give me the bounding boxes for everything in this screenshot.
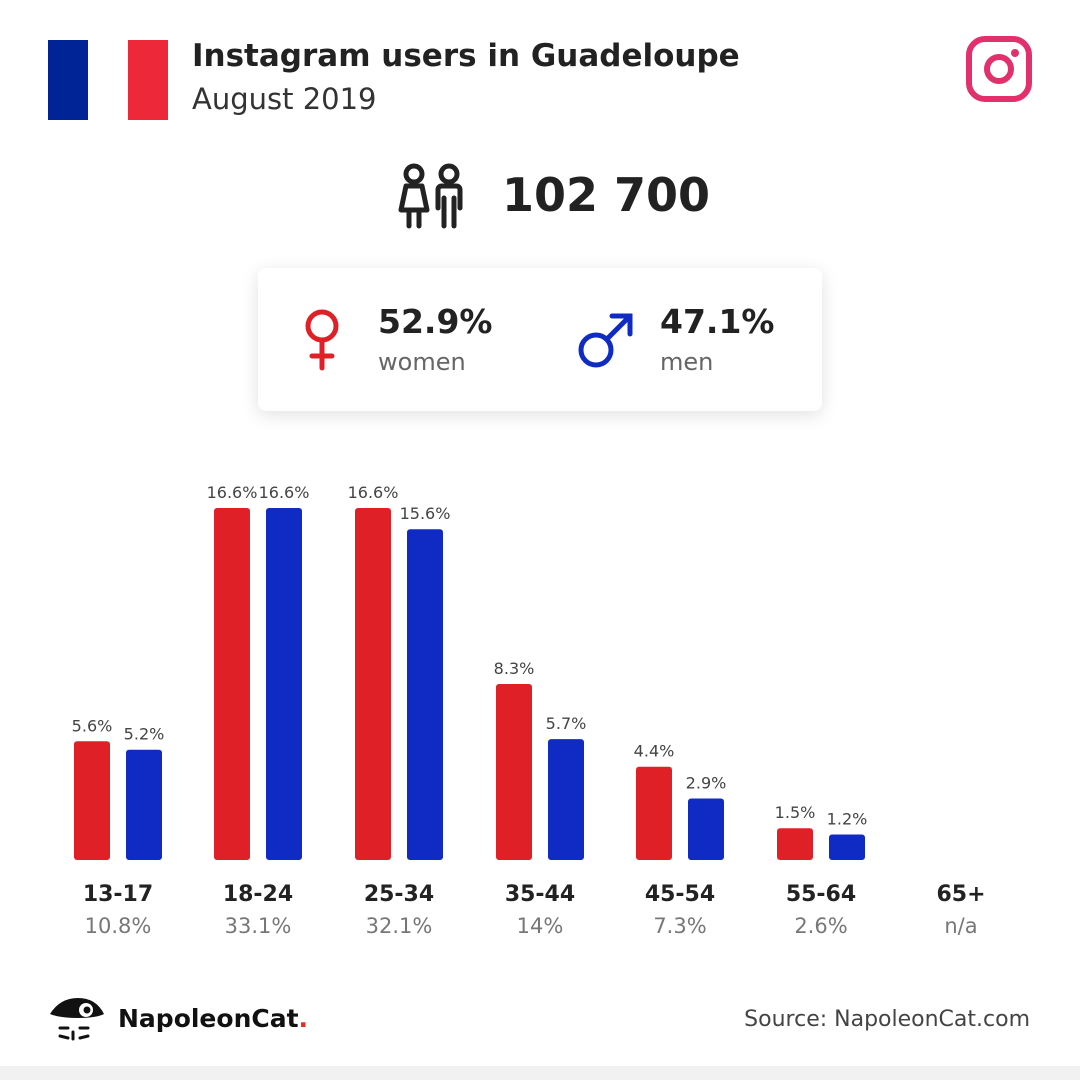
data-label-women-45-54: 4.4% [634,742,675,761]
total-users: 102 700 [0,160,1080,232]
data-label-women-35-44: 8.3% [494,659,535,678]
category-total-18-24: 33.1% [225,914,292,938]
bar-women-45-54 [636,766,672,860]
data-label-men-55-64: 1.2% [827,810,868,829]
flag-red-stripe [128,40,168,120]
data-label-men-45-54: 2.9% [686,774,727,793]
bar-women-18-24 [214,508,250,860]
bar-men-55-64 [829,834,865,860]
napoleoncat-logo-icon [50,998,104,1041]
bar-women-13-17 [74,741,110,860]
women-percentage: 52.9% [378,302,493,341]
instagram-icon [966,36,1032,102]
data-label-women-18-24: 16.6% [207,483,258,502]
data-label-men-25-34: 15.6% [400,504,451,523]
men-percentage: 47.1% [660,302,775,341]
bar-men-35-44 [548,739,584,860]
category-total-65+: n/a [944,914,977,938]
users-icon [398,163,463,229]
category-total-35-44: 14% [517,914,564,938]
bottom-strip [0,1066,1080,1080]
category-label-35-44: 35-44 [505,882,575,907]
women-label: women [378,348,466,376]
category-total-25-34: 32.1% [366,914,433,938]
category-label-18-24: 18-24 [223,882,293,907]
brand-text: NapoleonCat [118,1004,299,1033]
gender-card: 52.9% women 47.1% men [258,268,822,411]
category-label-55-64: 55-64 [786,882,856,907]
flag-blue-stripe [48,40,88,120]
bar-men-25-34 [407,529,443,860]
bar-women-35-44 [496,684,532,860]
data-label-men-13-17: 5.2% [124,725,165,744]
source-text: Source: NapoleonCat.com [744,1007,1030,1032]
data-label-women-55-64: 1.5% [775,803,816,822]
category-label-45-54: 45-54 [645,882,715,907]
men-label: men [660,348,714,376]
category-label-65+: 65+ [936,882,985,907]
category-label-25-34: 25-34 [364,882,434,907]
page-title: Instagram users in Guadeloupe [192,38,740,74]
bar-men-45-54 [688,798,724,860]
female-icon [305,309,339,371]
brand-dot: . [298,1004,309,1033]
data-label-women-13-17: 5.6% [72,716,113,735]
data-label-men-18-24: 16.6% [259,483,310,502]
category-total-13-17: 10.8% [85,914,152,938]
page-subtitle: August 2019 [192,82,377,116]
category-total-45-54: 7.3% [653,914,706,938]
bar-women-55-64 [777,828,813,860]
bar-men-13-17 [126,749,162,860]
bar-men-18-24 [266,508,302,860]
category-total-55-64: 2.6% [794,914,847,938]
bar-women-25-34 [355,508,391,860]
total-users-value: 102 700 [502,168,711,222]
category-label-13-17: 13-17 [83,882,153,907]
data-label-men-35-44: 5.7% [546,714,587,733]
france-flag [48,40,168,120]
data-label-women-25-34: 16.6% [348,483,399,502]
brand-name: NapoleonCat. [118,1004,308,1033]
male-icon [578,313,633,368]
